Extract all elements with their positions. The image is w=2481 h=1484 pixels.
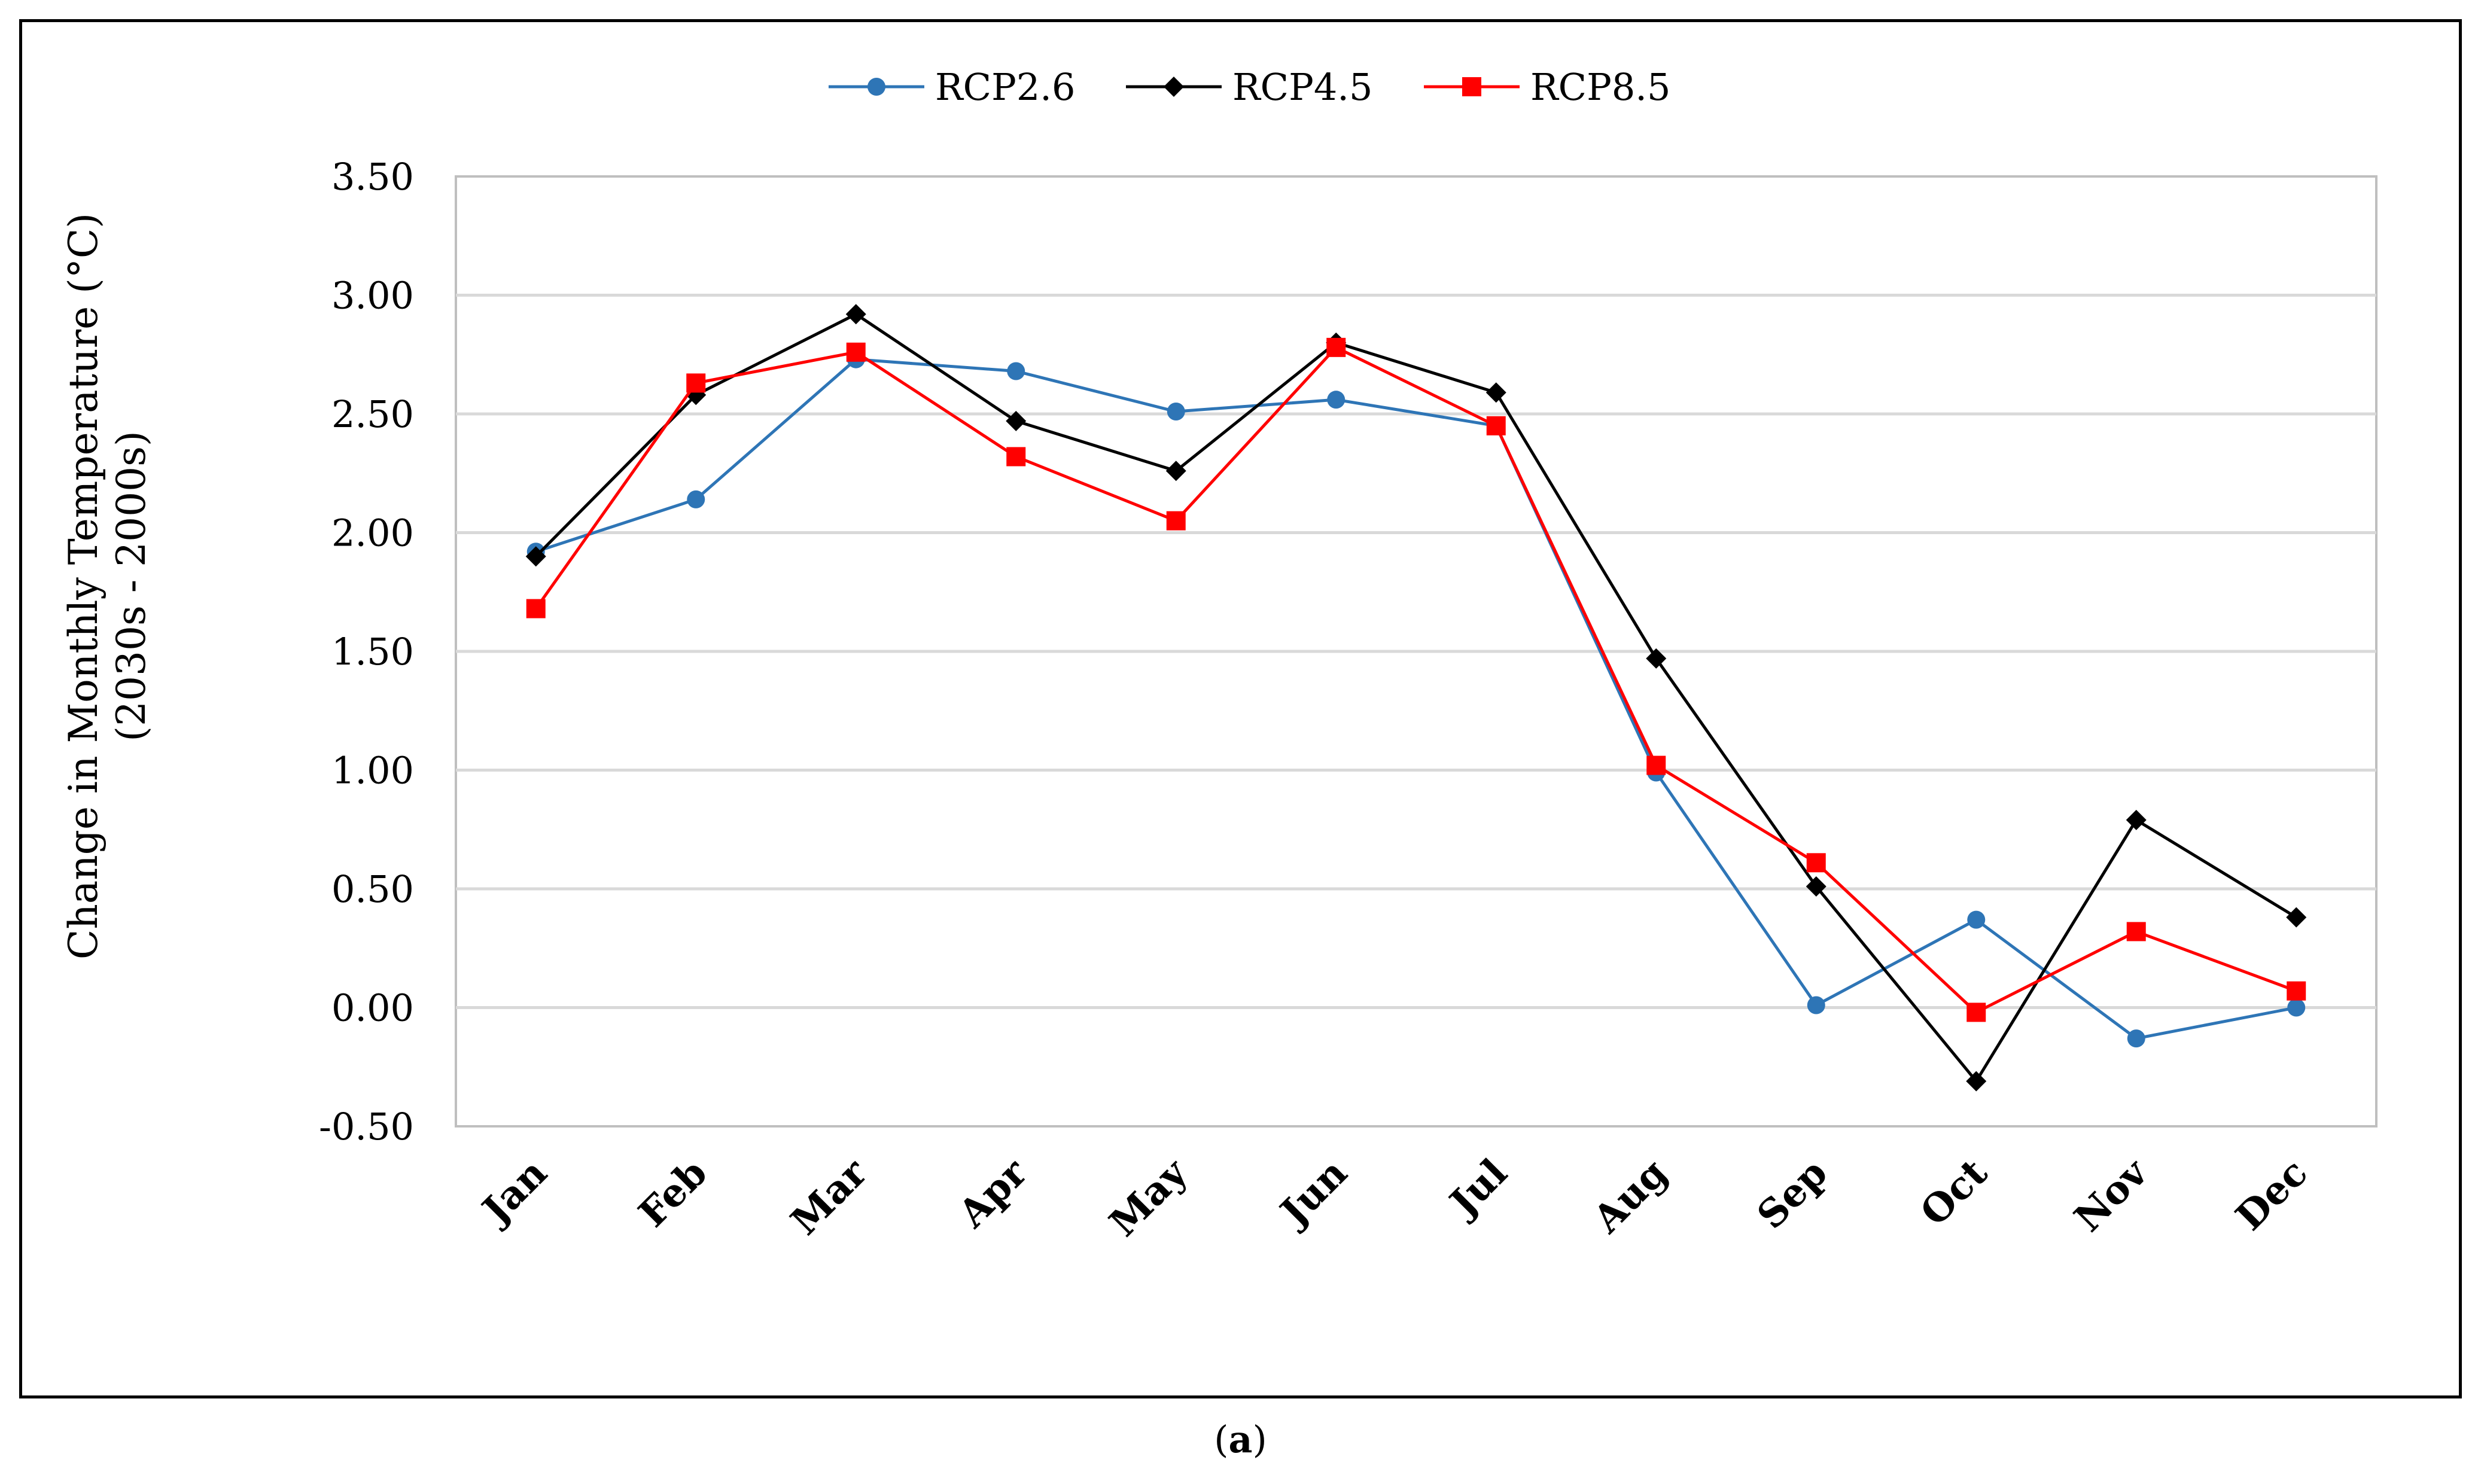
data-point xyxy=(2287,998,2306,1017)
data-point xyxy=(2287,981,2306,1001)
y-tick-label: 0.00 xyxy=(331,986,414,1030)
x-tick-label: Feb xyxy=(630,1150,716,1236)
data-point xyxy=(525,546,546,567)
panel-label-close: ) xyxy=(1252,1418,1267,1461)
data-point xyxy=(1967,910,1986,929)
data-point xyxy=(1167,403,1185,421)
data-point xyxy=(1646,648,1667,669)
data-point xyxy=(1327,391,1345,409)
data-point xyxy=(1326,337,1346,357)
data-point xyxy=(686,373,706,393)
y-tick-label: 3.50 xyxy=(331,155,414,199)
data-point xyxy=(846,342,866,362)
legend-item: RCP2.6 xyxy=(829,65,1075,109)
x-tick-label: Dec xyxy=(2227,1150,2316,1239)
x-tick-label: Jul xyxy=(1439,1150,1516,1227)
legend-label: RCP4.5 xyxy=(1232,65,1372,109)
data-point xyxy=(526,599,546,618)
x-tick-label: Jan xyxy=(472,1150,556,1234)
data-point xyxy=(1007,362,1025,380)
data-point xyxy=(1006,410,1027,431)
panel-label: (a) xyxy=(0,1418,2481,1461)
series-RCP2.6 xyxy=(526,350,2306,1048)
legend-label: RCP2.6 xyxy=(935,65,1075,109)
data-point xyxy=(1485,382,1506,403)
series-line xyxy=(534,346,2297,1014)
series-RCP8.5 xyxy=(526,337,2306,1022)
data-point xyxy=(687,490,705,508)
data-point xyxy=(2126,809,2147,830)
y-tick-label: 1.00 xyxy=(331,749,414,793)
data-point xyxy=(1807,996,1825,1014)
y-tick-label: -0.50 xyxy=(319,1105,414,1148)
y-axis-title-line2: (2030s - 2000s) xyxy=(108,431,154,741)
legend-item: RCP4.5 xyxy=(1126,65,1372,109)
legend-label: RCP8.5 xyxy=(1530,65,1670,109)
legend-marker xyxy=(1164,77,1184,97)
legend-marker xyxy=(1462,77,1481,96)
data-point xyxy=(1166,511,1186,531)
series-RCP4.5 xyxy=(525,304,2307,1092)
data-point xyxy=(845,304,866,325)
y-tick-label: 2.00 xyxy=(331,511,414,555)
data-point xyxy=(1806,876,1826,897)
data-point xyxy=(1966,1071,1987,1092)
data-point xyxy=(1806,853,1826,873)
y-axis-title-line1: Change in Monthly Temperature (°C) xyxy=(60,213,106,959)
panel-label-open: ( xyxy=(1214,1418,1229,1461)
legend-item: RCP8.5 xyxy=(1424,65,1670,109)
data-point xyxy=(1966,1002,1986,1022)
legend-marker xyxy=(867,78,885,96)
y-tick-label: 1.50 xyxy=(331,630,414,674)
y-tick-label: 3.00 xyxy=(331,274,414,318)
data-point xyxy=(1486,416,1506,435)
x-tick-label: Mar xyxy=(783,1150,876,1244)
x-tick-label: May xyxy=(1101,1150,1197,1245)
y-axis-title: Change in Monthly Temperature (°C) (2030… xyxy=(60,213,154,959)
data-point xyxy=(2127,1029,2145,1048)
x-tick-label: Jun xyxy=(1270,1150,1356,1236)
x-tick-label: Nov xyxy=(2066,1150,2157,1241)
y-tick-label: 0.50 xyxy=(331,867,414,911)
series-line xyxy=(534,312,2297,1083)
y-tick-label: 2.50 xyxy=(331,392,414,436)
data-point xyxy=(1165,461,1186,482)
data-point xyxy=(1646,755,1666,775)
panel-label-letter: a xyxy=(1228,1418,1253,1461)
x-tick-label: Apr xyxy=(949,1150,1036,1236)
x-tick-label: Oct xyxy=(1912,1150,1996,1235)
data-point xyxy=(1006,447,1026,467)
x-tick-label: Aug xyxy=(1584,1150,1676,1242)
chart-frame xyxy=(19,19,2462,1398)
x-tick-label: Sep xyxy=(1749,1150,1836,1238)
series-line xyxy=(535,358,2297,1040)
data-point xyxy=(2126,922,2146,941)
data-point xyxy=(2286,907,2307,928)
